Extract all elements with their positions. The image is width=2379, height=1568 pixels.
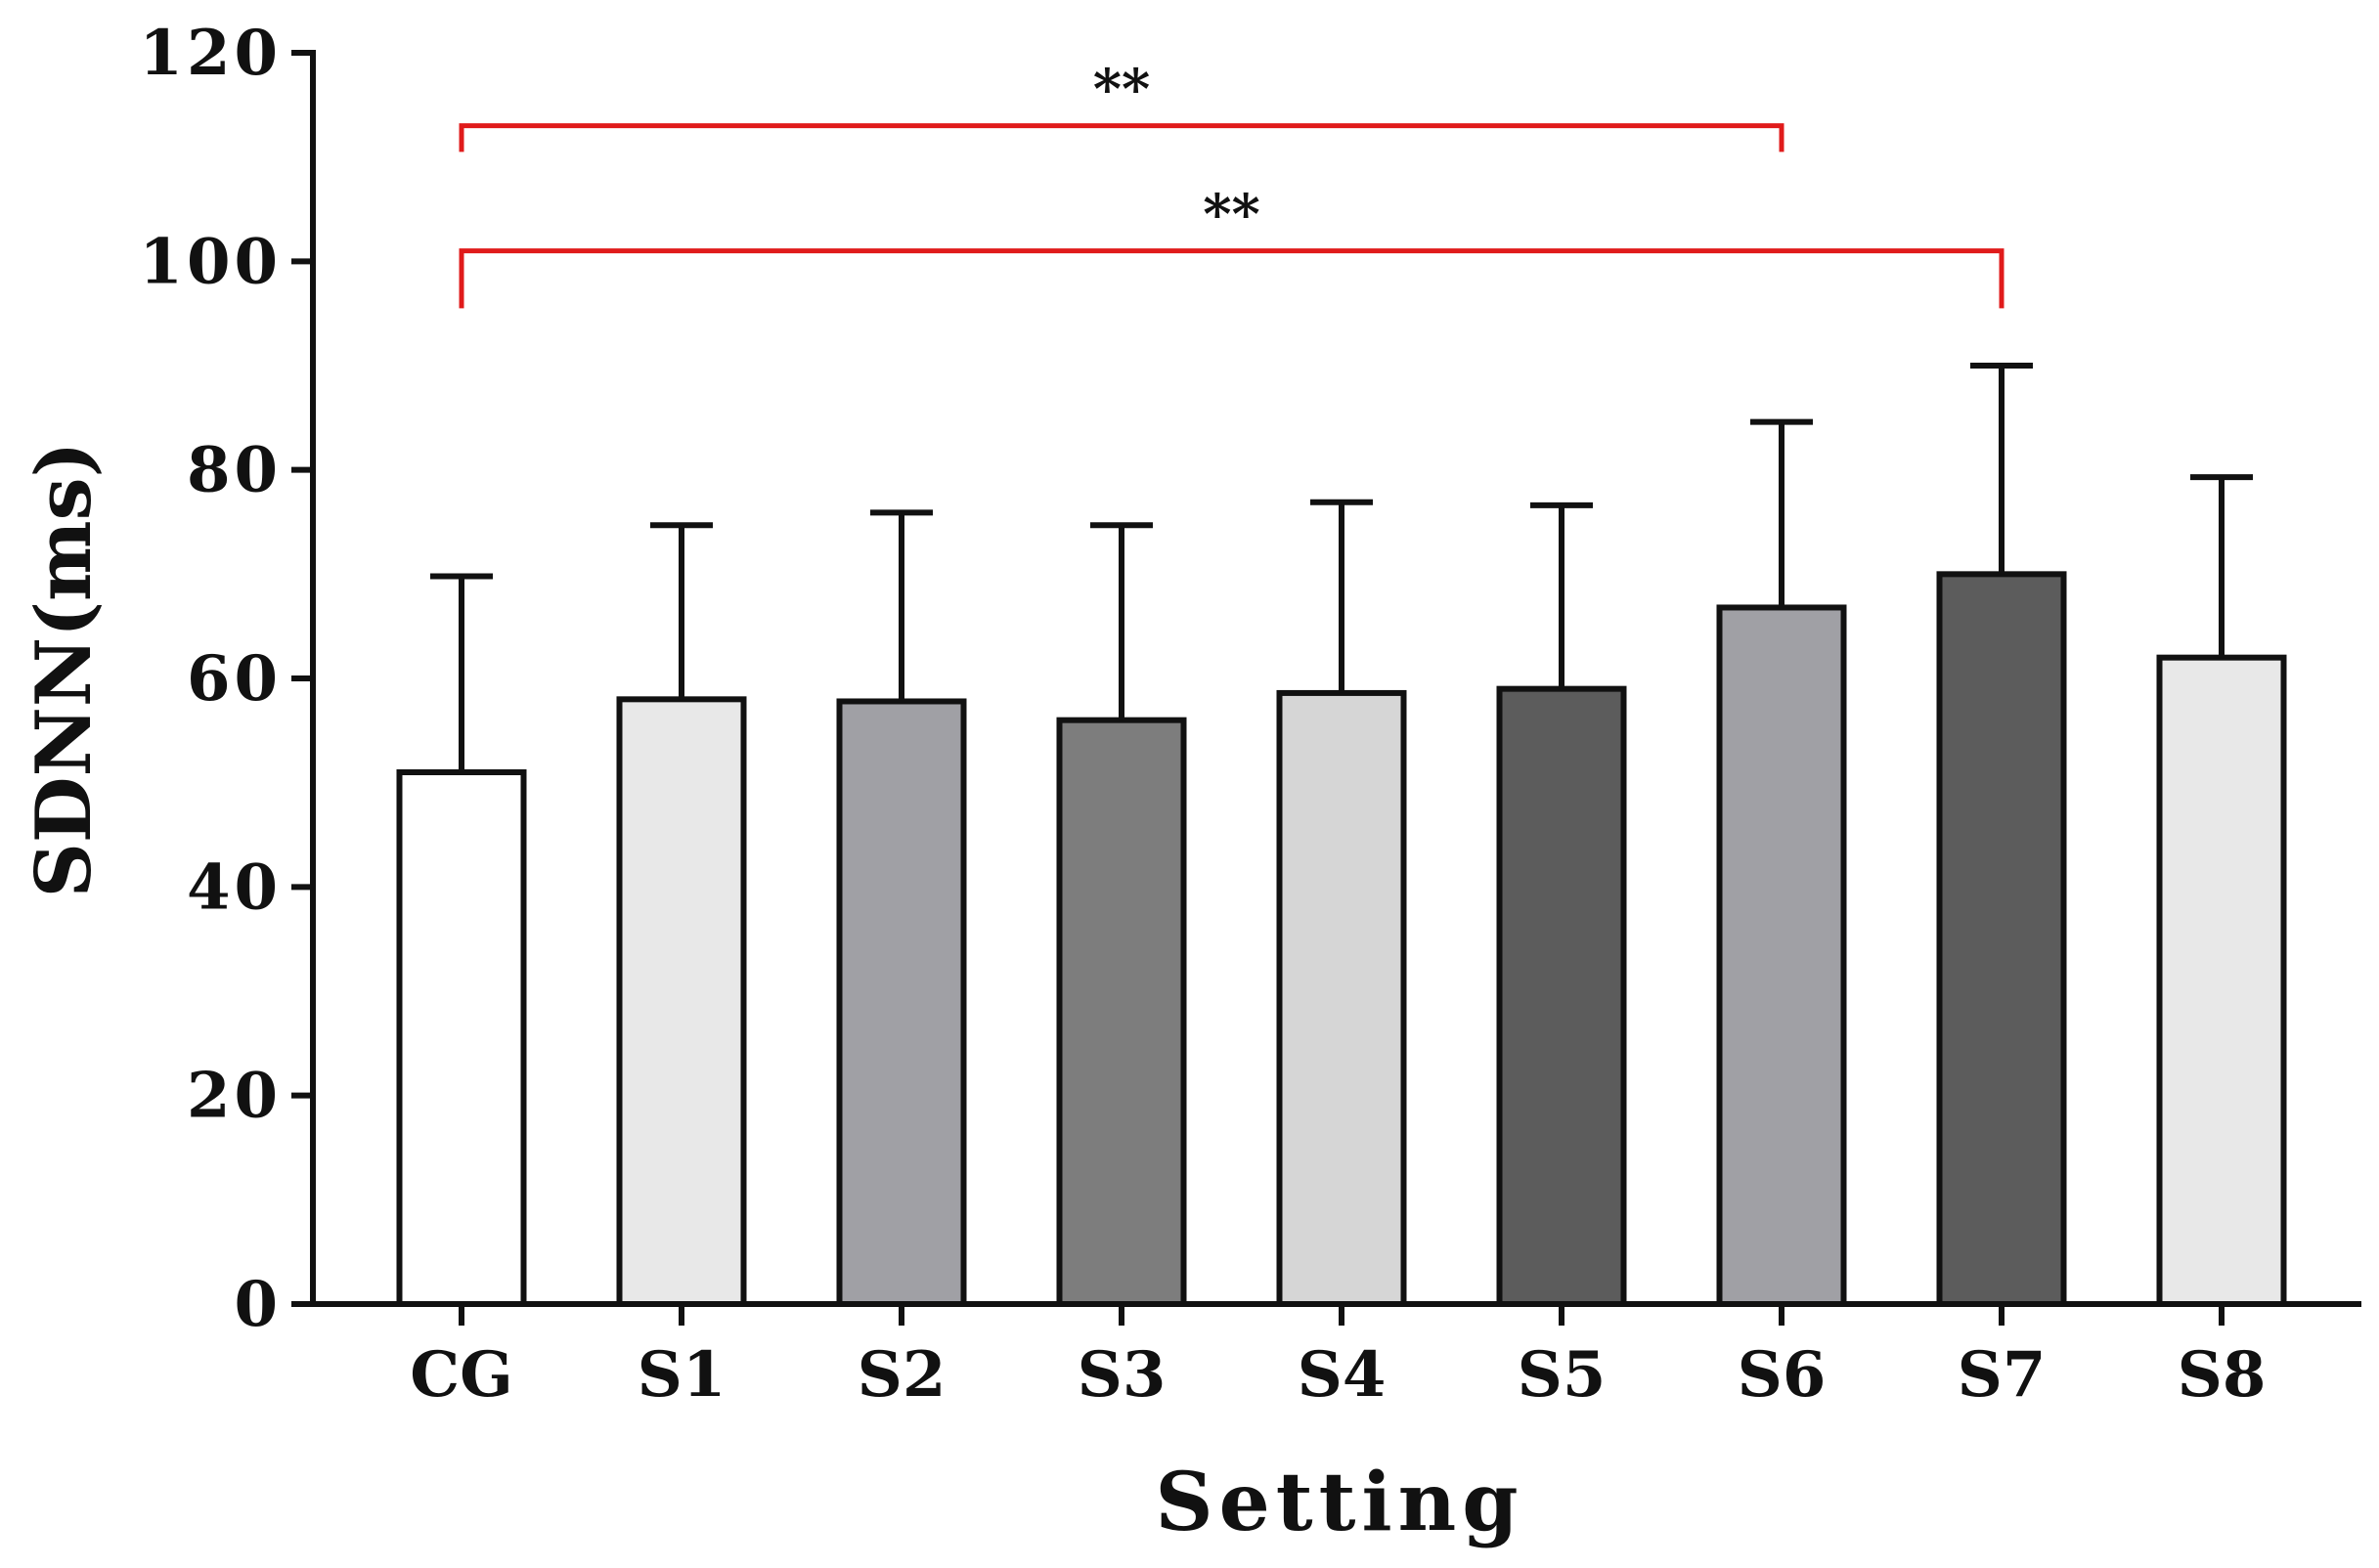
x-tick-label-s3: S3 [1078, 1338, 1167, 1412]
x-tick-label-s4: S4 [1298, 1338, 1387, 1412]
x-tick-label-s8: S8 [2178, 1338, 2267, 1412]
y-tick-label-20: 20 [187, 1060, 282, 1133]
x-tick-label-cg: CG [410, 1338, 513, 1412]
y-tick-label-120: 120 [139, 17, 282, 90]
x-tick-label-s2: S2 [858, 1338, 947, 1412]
x-tick-label-s7: S7 [1958, 1338, 2047, 1412]
significance-label-cg-s7: ** [1203, 183, 1260, 247]
y-tick-label-100: 100 [139, 225, 282, 298]
y-axis-title: SDNN(ms) [20, 442, 109, 898]
y-tick-label-60: 60 [187, 642, 282, 716]
axes-layer: 0 20 40 60 80 100 120 CG S1 S2 S3 S4 S5 S6 S7 S8 [139, 17, 2361, 1412]
bar-s5 [1496, 685, 1627, 1307]
significance-bracket-cg-s6 [459, 123, 1784, 152]
y-tick-label-0: 0 [234, 1268, 282, 1341]
y-tick-label-80: 80 [187, 434, 282, 507]
significance-bracket-cg-s7 [459, 248, 2005, 309]
bar-s6 [1716, 604, 1847, 1307]
y-tick-label-40: 40 [187, 850, 282, 924]
x-tick-label-s6: S6 [1738, 1338, 1827, 1412]
bar-cg [396, 769, 527, 1307]
bar-s1 [616, 696, 747, 1307]
significance-layer: ** ** [459, 58, 2005, 309]
bar-s8 [2156, 654, 2287, 1307]
bar-s3 [1056, 717, 1187, 1307]
x-axis-title: Setting [1155, 1456, 1523, 1549]
bar-s2 [836, 698, 967, 1307]
bar-s4 [1276, 689, 1407, 1307]
significance-label-cg-s6: ** [1093, 58, 1151, 122]
x-tick-label-s1: S1 [638, 1338, 727, 1412]
bar-s7 [1936, 571, 2067, 1307]
x-tick-label-s5: S5 [1518, 1338, 1607, 1412]
error-bars-layer [430, 363, 2253, 772]
